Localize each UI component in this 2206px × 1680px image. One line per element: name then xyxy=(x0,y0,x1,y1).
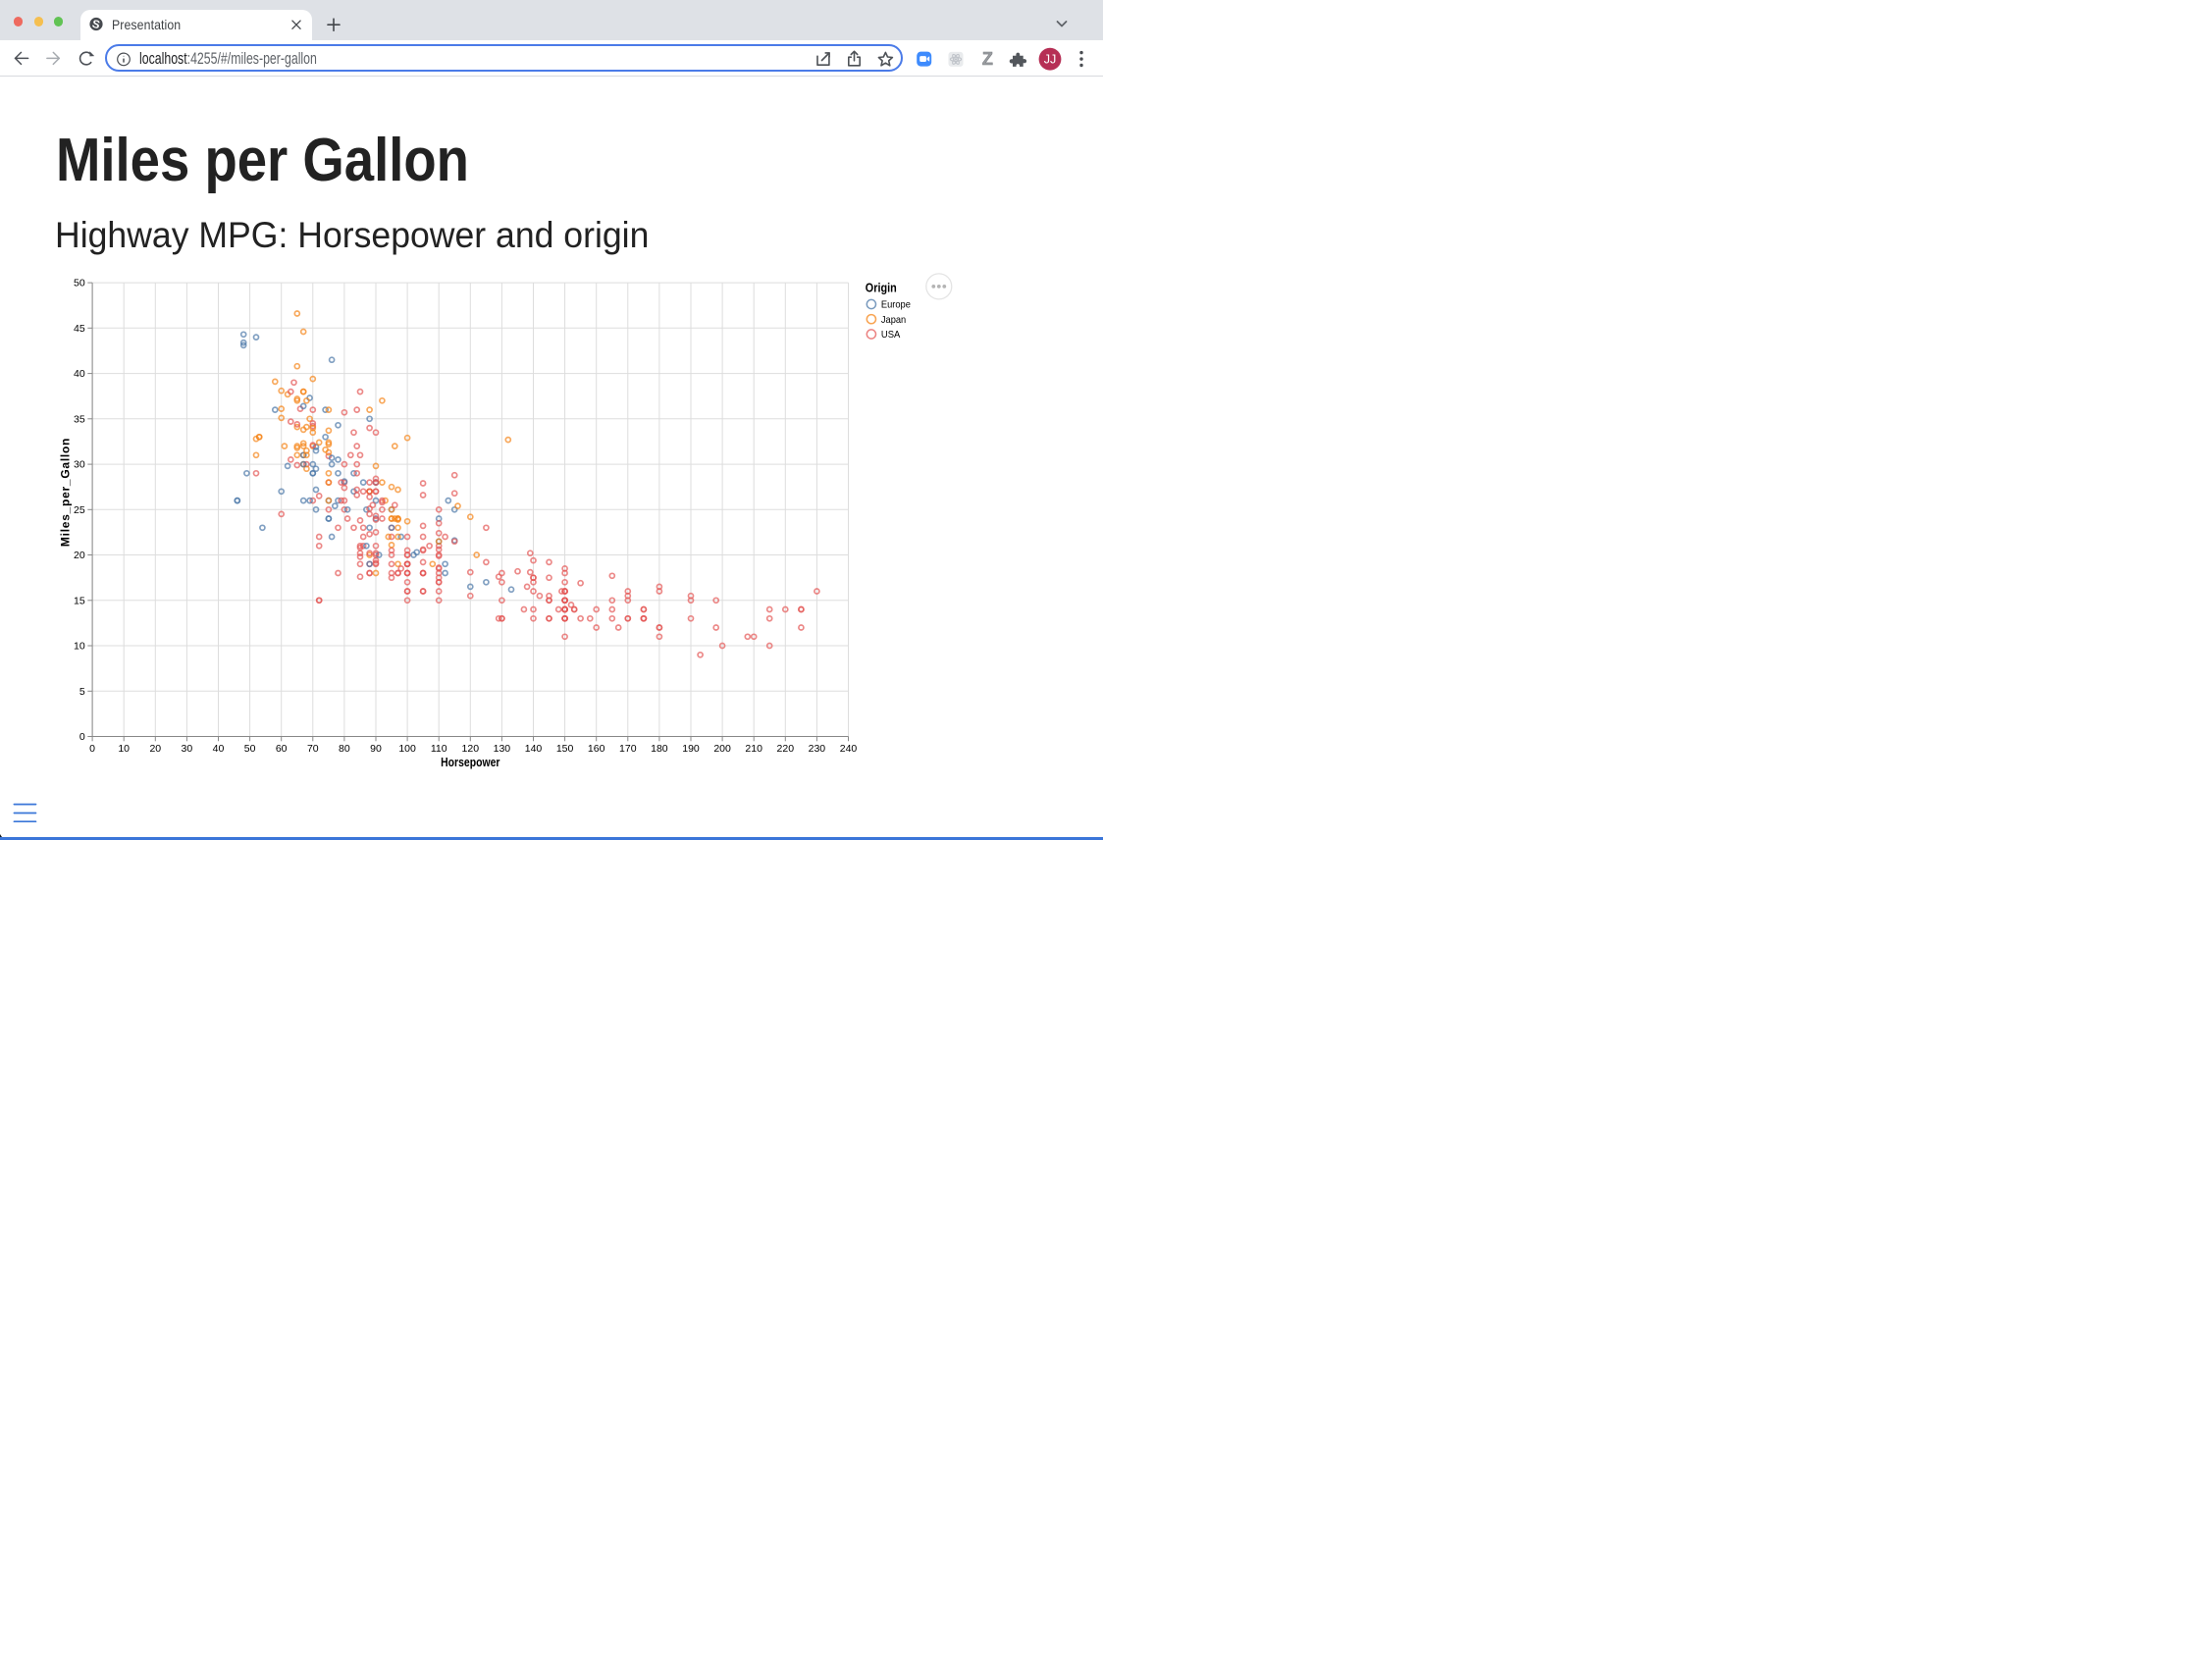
svg-text:50: 50 xyxy=(74,278,85,289)
svg-text:45: 45 xyxy=(74,323,85,335)
svg-text:Miles_per_Gallon: Miles_per_Gallon xyxy=(59,438,73,547)
svg-text:Origin: Origin xyxy=(866,281,897,295)
svg-text:20: 20 xyxy=(74,550,85,561)
svg-text:240: 240 xyxy=(840,743,858,755)
svg-text:35: 35 xyxy=(74,413,85,425)
svg-text:60: 60 xyxy=(276,743,288,755)
svg-text:220: 220 xyxy=(777,743,795,755)
svg-text:120: 120 xyxy=(462,743,480,755)
svg-text:140: 140 xyxy=(525,743,543,755)
svg-text:JJ: JJ xyxy=(1044,53,1057,67)
svg-text:30: 30 xyxy=(74,459,85,471)
svg-text:190: 190 xyxy=(682,743,700,755)
svg-text:210: 210 xyxy=(745,743,762,755)
svg-text:Europe: Europe xyxy=(881,299,911,311)
svg-text:110: 110 xyxy=(431,743,447,755)
svg-text:15: 15 xyxy=(74,595,85,606)
svg-text:90: 90 xyxy=(370,743,382,755)
svg-text:25: 25 xyxy=(74,504,85,516)
svg-text:70: 70 xyxy=(307,743,319,755)
svg-text:40: 40 xyxy=(213,743,225,755)
svg-text:50: 50 xyxy=(244,743,256,755)
svg-text:40: 40 xyxy=(74,368,85,380)
svg-text:0: 0 xyxy=(79,731,85,743)
svg-text:10: 10 xyxy=(74,641,85,653)
svg-text:10: 10 xyxy=(118,743,130,755)
svg-text:100: 100 xyxy=(398,743,416,755)
svg-text:160: 160 xyxy=(588,743,605,755)
svg-text:150: 150 xyxy=(556,743,574,755)
svg-text:Japan: Japan xyxy=(881,314,906,326)
svg-text:80: 80 xyxy=(339,743,350,755)
svg-text:0: 0 xyxy=(89,743,95,755)
svg-text:20: 20 xyxy=(149,743,161,755)
svg-text:5: 5 xyxy=(79,686,85,698)
svg-text:Horsepower: Horsepower xyxy=(441,756,499,769)
svg-text:130: 130 xyxy=(494,743,511,755)
svg-text:170: 170 xyxy=(619,743,637,755)
svg-text:S: S xyxy=(91,19,102,32)
svg-text:USA: USA xyxy=(881,329,900,341)
svg-text:30: 30 xyxy=(182,743,193,755)
svg-text:Z: Z xyxy=(982,49,993,69)
svg-text:200: 200 xyxy=(713,743,731,755)
svg-text:180: 180 xyxy=(651,743,668,755)
svg-text:230: 230 xyxy=(809,743,826,755)
